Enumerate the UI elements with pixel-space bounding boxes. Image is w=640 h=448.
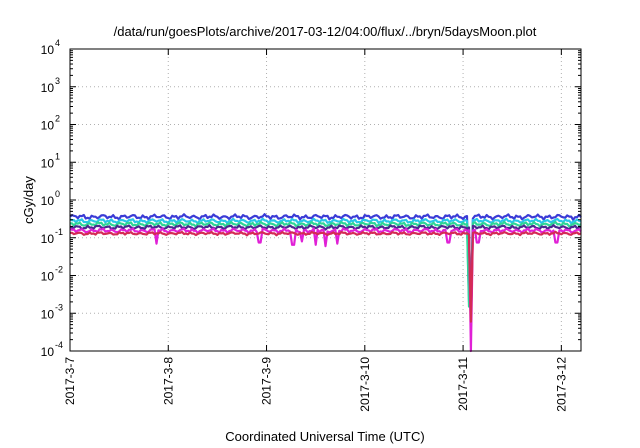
x-tick-label: 2017-3-12 <box>554 357 568 412</box>
series-group <box>69 213 582 353</box>
y-tick-exponent: -2 <box>55 265 63 275</box>
y-tick-exponent: -4 <box>55 340 63 350</box>
x-tick-label: 2017-3-11 <box>456 357 470 411</box>
grid <box>70 49 581 351</box>
y-tick-label: 10 <box>41 345 55 359</box>
y-tick-exponent: 2 <box>55 114 60 124</box>
x-tick-label: 2017-3-7 <box>63 357 77 405</box>
y-tick-exponent: 0 <box>55 189 60 199</box>
y-tick-exponent: 1 <box>55 151 60 161</box>
y-axis-label: cGy/day <box>21 176 36 224</box>
y-tick-label: 10 <box>41 43 55 57</box>
y-tick-label: 10 <box>41 232 55 246</box>
series-line <box>69 227 582 353</box>
x-tick-label: 2017-3-9 <box>260 357 274 405</box>
series-line <box>69 217 582 303</box>
y-tick-label: 10 <box>41 81 55 95</box>
y-tick-exponent: 4 <box>55 38 60 48</box>
y-tick-label: 10 <box>41 307 55 321</box>
y-tick-label: 10 <box>41 119 55 133</box>
y-tick-exponent: 3 <box>55 76 60 86</box>
series-line <box>69 220 582 308</box>
y-tick-label: 10 <box>41 270 55 284</box>
axis-ticks: 2017-3-7 2017-3-8 2017-3-9 2017-3-10 2017-3-… <box>41 38 581 412</box>
series-line <box>69 224 582 330</box>
y-tick-exponent: -1 <box>55 227 63 237</box>
y-tick-label: 10 <box>41 194 55 208</box>
x-tick-label: 2017-3-8 <box>161 357 175 405</box>
series-line <box>70 230 582 323</box>
y-tick-label: 10 <box>41 156 55 170</box>
chart-title: /data/run/goesPlots/archive/2017-03-12/0… <box>114 24 537 39</box>
x-tick-label: 2017-3-10 <box>358 357 372 412</box>
series-line <box>69 213 582 297</box>
x-axis-label: Coordinated Universal Time (UTC) <box>225 429 424 444</box>
y-tick-exponent: -3 <box>55 302 63 312</box>
